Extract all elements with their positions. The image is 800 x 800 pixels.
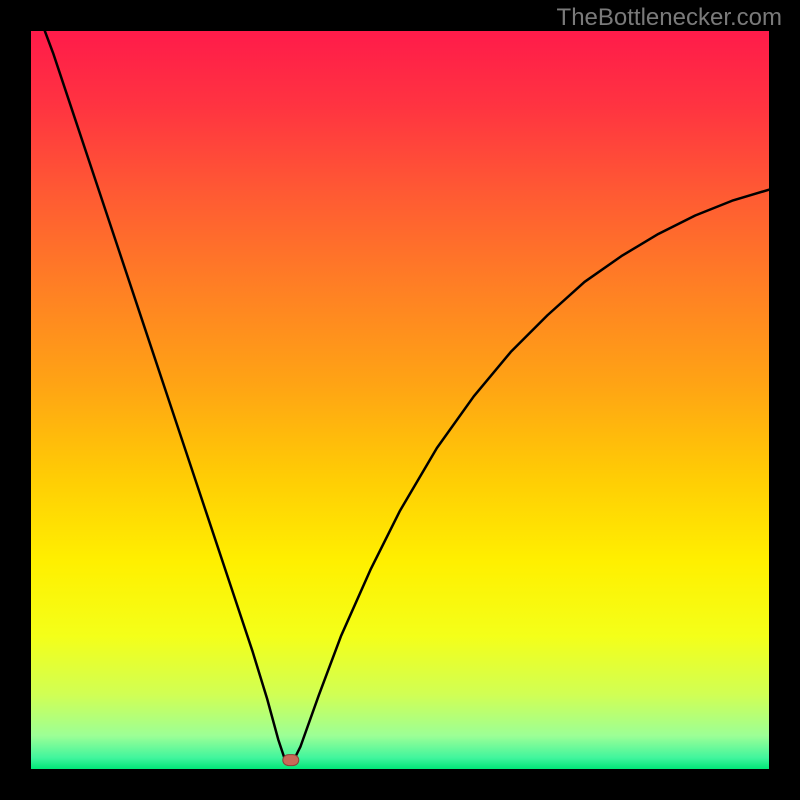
- optimal-point-marker: [31, 31, 769, 769]
- plot-area: [31, 31, 769, 769]
- watermark-text: TheBottlenecker.com: [557, 4, 782, 32]
